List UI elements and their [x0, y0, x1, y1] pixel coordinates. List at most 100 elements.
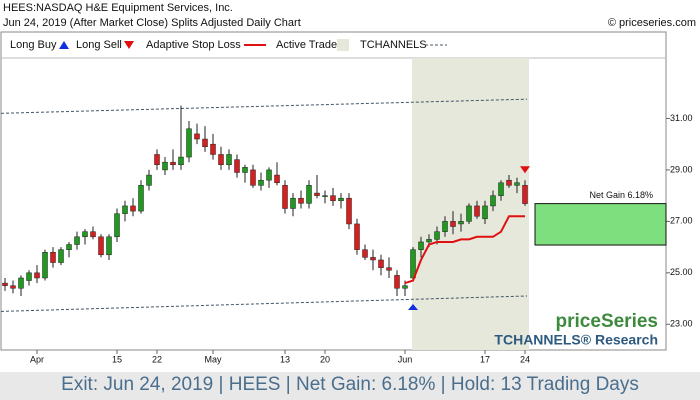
x-tick-label: 15 [112, 354, 122, 364]
buy-arrow [408, 303, 418, 310]
x-tick-label: 22 [152, 354, 162, 364]
candle-body [386, 267, 392, 271]
candle-body [506, 179, 512, 186]
legend-label: Active Trade [276, 39, 337, 51]
candle-body [202, 138, 208, 148]
candle-body [482, 205, 488, 220]
candle-body [162, 161, 168, 171]
candle-body [114, 213, 120, 238]
candle-body [146, 174, 152, 186]
candle-body [250, 169, 256, 186]
candle-body [490, 195, 496, 207]
candle-body [426, 239, 432, 243]
candle-body [370, 257, 376, 261]
x-tick-label: 20 [320, 354, 330, 364]
candle-body [322, 195, 328, 197]
candle-body [2, 282, 8, 286]
footer-bg [0, 372, 700, 400]
y-tick-label: 23.00 [670, 319, 693, 329]
source: © priceseries.com [608, 17, 696, 29]
legend-label: TCHANNELS [360, 39, 427, 51]
candle-body [26, 272, 32, 281]
candle-body [58, 249, 64, 263]
legend-swatch [124, 41, 134, 49]
candle-body [306, 185, 312, 204]
candle-body [34, 272, 40, 279]
candle-body [442, 221, 448, 232]
chart-subtitle: Jun 24, 2019 (After Market Close) Splits… [3, 17, 301, 29]
channel-line [0, 295, 528, 312]
candle-body [338, 197, 344, 202]
y-tick-label: 29.00 [670, 164, 693, 174]
candle-body [186, 128, 192, 158]
x-tick-label: Apr [30, 354, 44, 364]
candle-body [346, 197, 352, 225]
watermark: priceSeries [556, 311, 658, 332]
brand: TCHANNELS® Research [494, 332, 658, 348]
candle-body [418, 241, 424, 250]
candle-body [330, 195, 336, 202]
candle-body [354, 223, 360, 250]
candle-body [402, 285, 408, 289]
candle-body [170, 161, 176, 166]
candle-body [290, 197, 296, 209]
legend-label: Adaptive Stop Loss [146, 39, 241, 51]
stop-line [404, 215, 525, 285]
net-gain-box [534, 203, 667, 246]
candle-body [18, 277, 24, 289]
candle-body [178, 156, 184, 166]
candle-body [466, 205, 472, 222]
candle-body [498, 182, 504, 196]
candle-body [362, 249, 368, 258]
channel-line [0, 98, 528, 114]
candle-body [234, 159, 240, 173]
chart-title: HEES:NASDAQ H&E Equipment Services, Inc. [3, 2, 233, 14]
legend-swatch [59, 41, 69, 49]
candle-body [10, 285, 16, 289]
candle-body [74, 236, 80, 245]
candle-body [314, 192, 320, 196]
active-trade-shade [412, 58, 529, 350]
sell-arrow [520, 166, 530, 174]
x-tick-label: Jun [398, 354, 413, 364]
candle-body [42, 251, 48, 279]
candle-body [258, 179, 264, 186]
candle-body [106, 236, 112, 256]
y-tick-label: 27.00 [670, 216, 693, 226]
candle-body [378, 259, 384, 268]
candle-body [50, 251, 56, 263]
candle-body [266, 169, 272, 181]
candle-body [194, 133, 200, 140]
x-tick-label: 24 [520, 354, 530, 364]
legend-label: Long Sell [76, 39, 122, 51]
legend-label: Long Buy [10, 39, 57, 51]
candle-body [474, 205, 480, 217]
candle-body [98, 236, 104, 256]
candle-body [434, 231, 440, 240]
candle-body [298, 197, 304, 204]
candle-body [514, 182, 520, 186]
footer: Exit: Jun 24, 2019 | HEES | Net Gain: 6.… [61, 374, 639, 395]
candle-body [450, 221, 456, 227]
x-tick-label: 17 [480, 354, 490, 364]
candle-body [210, 143, 216, 155]
candle-body [122, 205, 128, 214]
candle-body [130, 205, 136, 212]
candle-body [154, 154, 160, 166]
x-tick-label: May [204, 354, 222, 364]
legend-swatch [337, 39, 349, 51]
candle-body [522, 185, 528, 204]
y-tick-label: 25.00 [670, 267, 693, 277]
candle-body [242, 167, 248, 173]
candle-body [274, 174, 280, 184]
candle-body [458, 221, 464, 225]
y-tick-label: 31.00 [670, 113, 693, 123]
candle-body [138, 185, 144, 212]
net-gain-label: Net Gain 6.18% [589, 190, 653, 200]
candle-body [282, 185, 288, 209]
candle-body [394, 275, 400, 289]
candle-body [226, 154, 232, 166]
x-tick-label: 13 [280, 354, 290, 364]
